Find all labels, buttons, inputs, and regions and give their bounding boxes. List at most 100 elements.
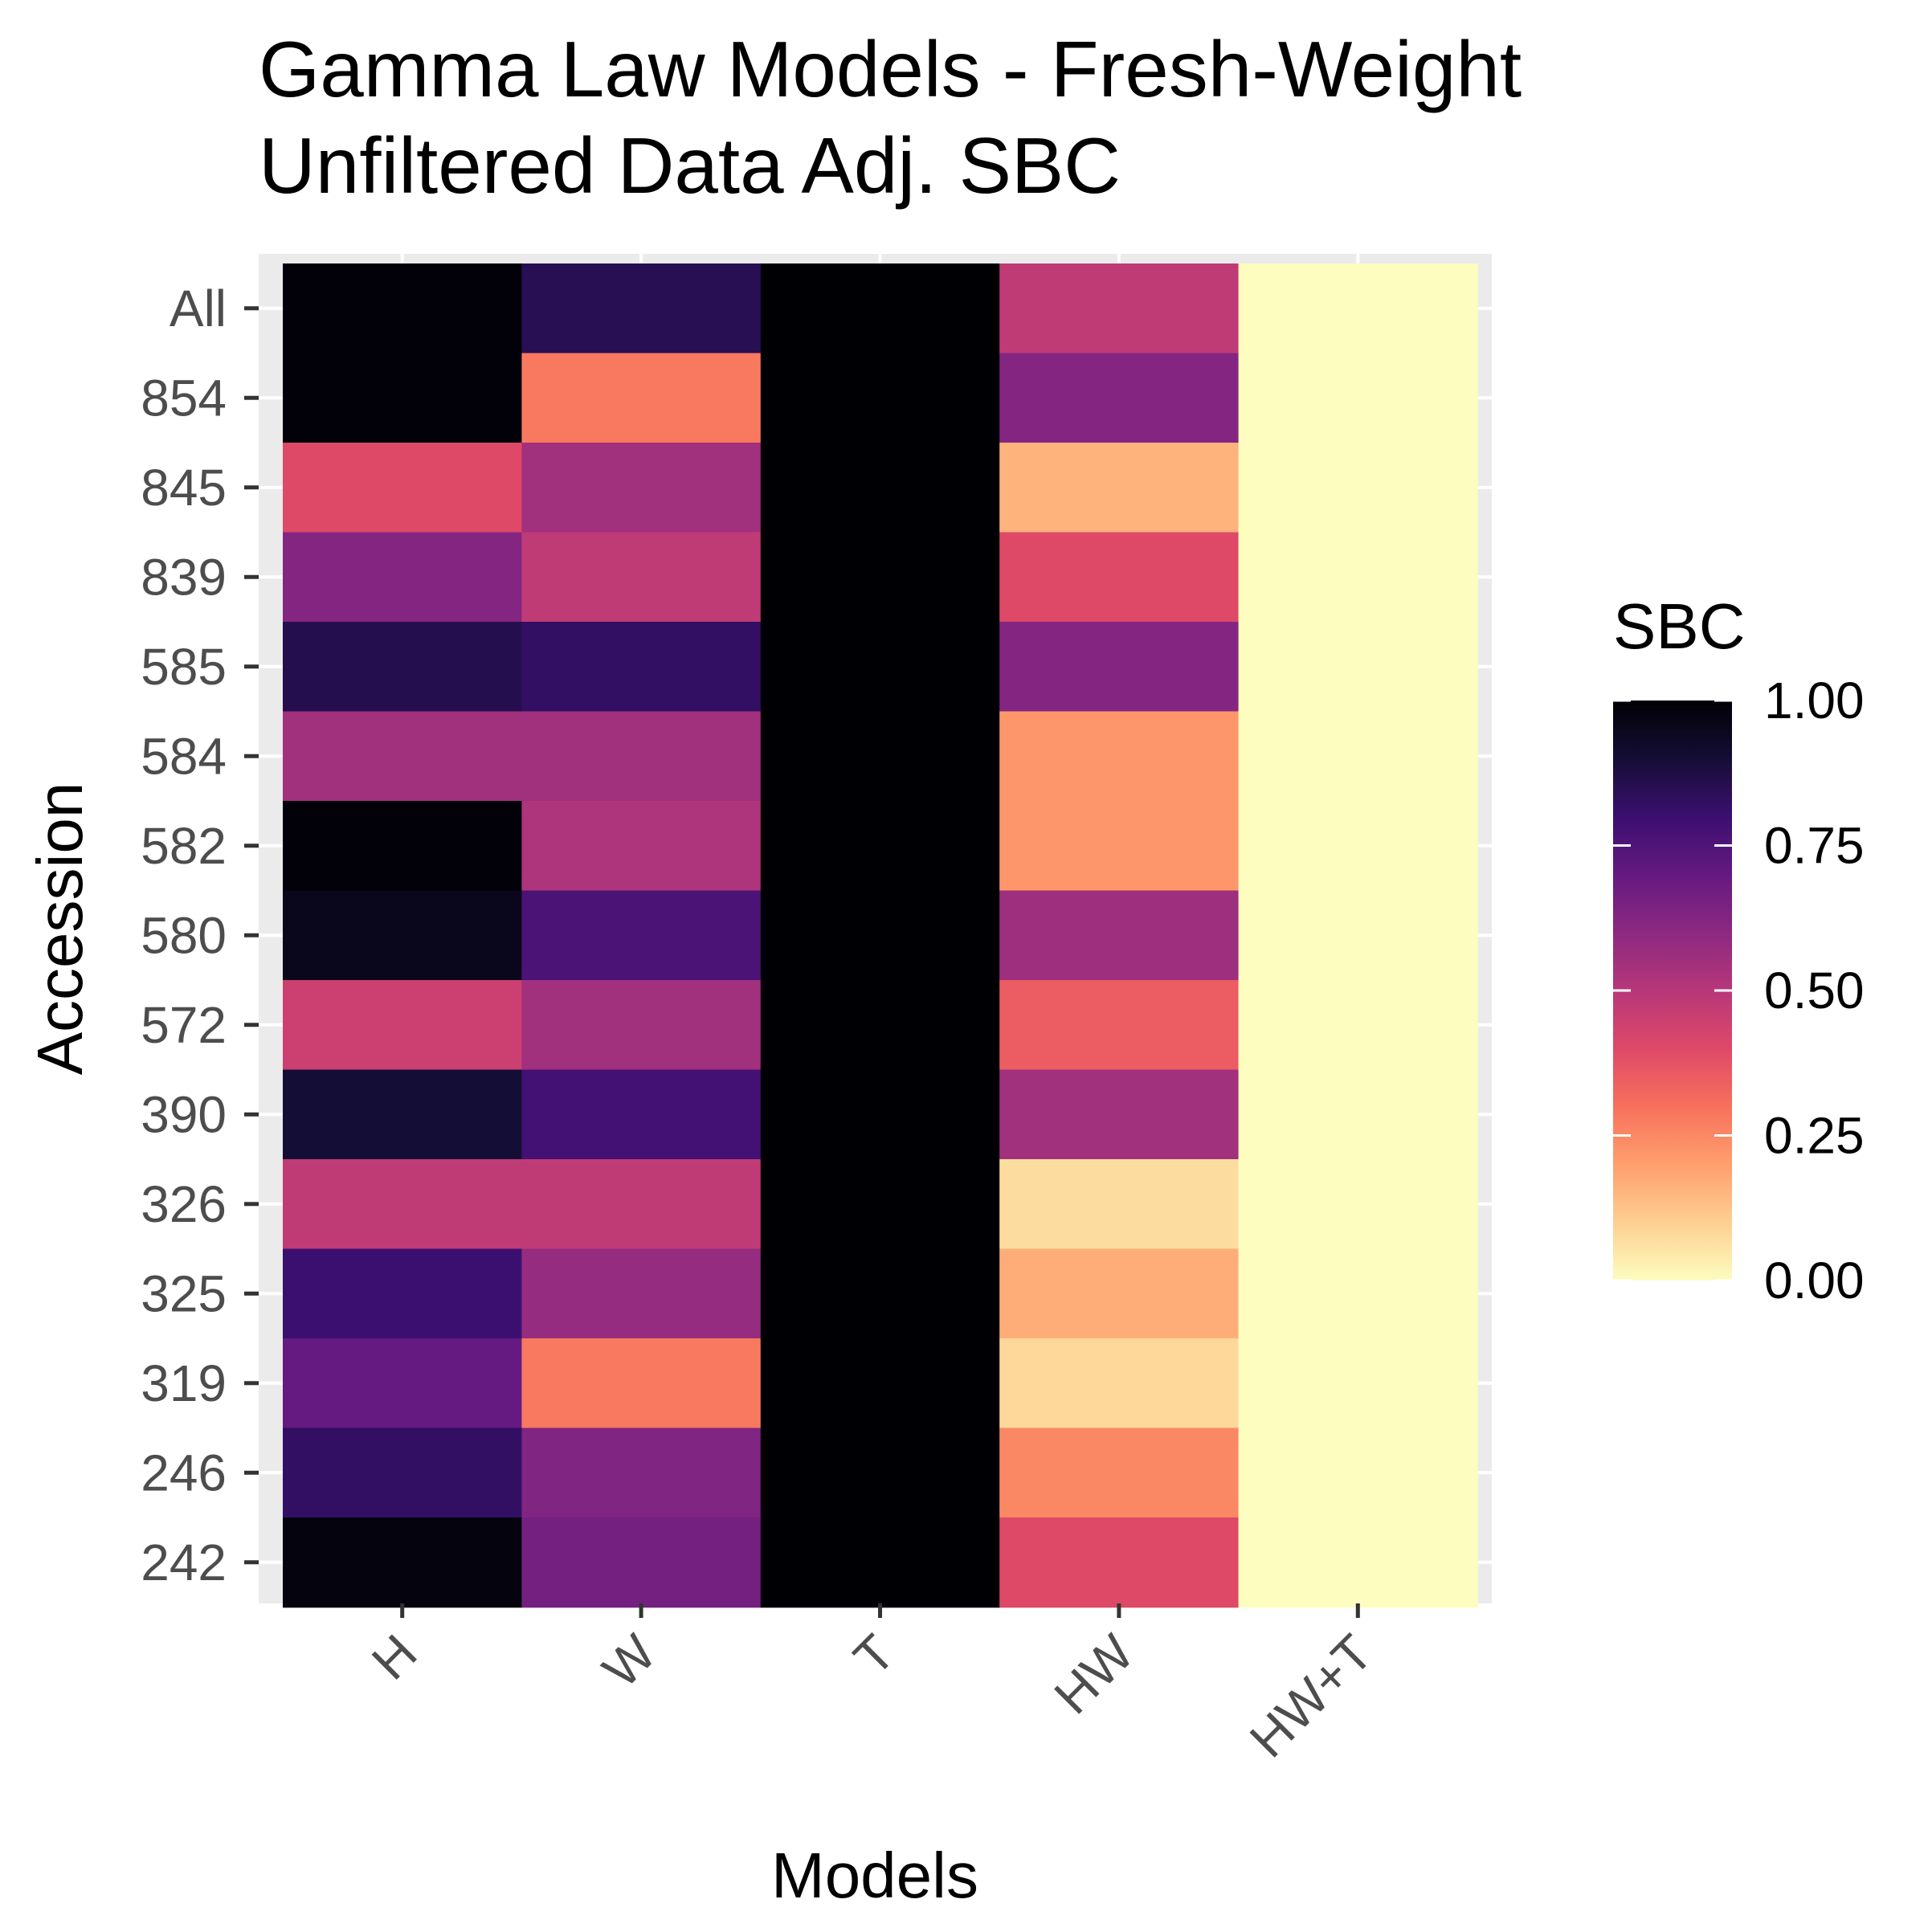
heatmap-cell: [1238, 801, 1478, 892]
legend-tick-label: 1.00: [1764, 672, 1865, 729]
legend-tick-label: 0.00: [1764, 1252, 1865, 1309]
heatmap-cell: [283, 1069, 523, 1160]
heatmap-cell: [521, 532, 762, 623]
heatmap-cell: [283, 353, 523, 443]
y-tick-label: 319: [141, 1354, 227, 1412]
heatmap-cell: [283, 980, 523, 1071]
heatmap-cell: [999, 532, 1240, 623]
heatmap-cell: [760, 890, 1000, 981]
heatmap-cell: [283, 263, 523, 354]
y-tick-label: 325: [141, 1264, 227, 1322]
heatmap-cell: [283, 622, 523, 713]
heatmap-cell: [999, 1248, 1240, 1339]
heatmap-cell: [521, 890, 762, 981]
heatmap-cell: [1238, 1428, 1478, 1518]
heatmap-cell: [521, 1428, 762, 1518]
heatmap-cell: [521, 1338, 762, 1429]
heatmap-cell: [1238, 1069, 1478, 1160]
heatmap-cell: [521, 443, 762, 533]
heatmap-cell: [283, 801, 523, 892]
x-axis-title: Models: [771, 1840, 978, 1911]
chart-subtitle: Unfiltered Data Adj. SBC: [259, 121, 1121, 210]
y-tick-label: 572: [141, 996, 227, 1054]
y-tick-label: 839: [141, 548, 227, 606]
heatmap-cell: [760, 711, 1000, 802]
heatmap-cell: [760, 1428, 1000, 1518]
heatmap-cell: [760, 1517, 1000, 1608]
heatmap-cell: [760, 1248, 1000, 1339]
heatmap-cell: [760, 443, 1000, 533]
y-tick-label: 582: [141, 817, 227, 875]
x-axis: H W T HW HW+T: [361, 1603, 1383, 1768]
chart-title: Gamma Law Models - Fresh-Weight: [259, 25, 1522, 113]
heatmap-cell: [521, 353, 762, 443]
heatmap-cell: [283, 711, 523, 802]
y-tick-label: 242: [141, 1534, 227, 1591]
heatmap-cell: [1238, 1517, 1478, 1608]
legend-tick-label: 0.25: [1764, 1107, 1865, 1165]
legend-tick-label: 0.50: [1764, 962, 1865, 1019]
heatmap-cell: [521, 1159, 762, 1250]
heatmap-cell: [1238, 890, 1478, 981]
x-tick-label: H: [361, 1624, 428, 1691]
heatmap-cell: [760, 532, 1000, 623]
heatmap-cell: [999, 443, 1240, 533]
heatmap-cell: [1238, 1338, 1478, 1429]
heatmap-cell: [999, 353, 1240, 443]
heatmap-cells: [283, 263, 1478, 1608]
heatmap-cell: [760, 980, 1000, 1071]
heatmap-cell: [1238, 1159, 1478, 1250]
legend-colorbar: [1613, 701, 1732, 1281]
heatmap-cell: [1238, 353, 1478, 443]
heatmap-cell: [521, 711, 762, 802]
heatmap-cell: [760, 1159, 1000, 1250]
heatmap-cell: [283, 1338, 523, 1429]
heatmap-cell: [1238, 263, 1478, 354]
heatmap-cell: [999, 711, 1240, 802]
heatmap-cell: [999, 1338, 1240, 1429]
heatmap-cell: [283, 443, 523, 533]
heatmap-cell: [521, 622, 762, 713]
heatmap-cell: [283, 532, 523, 623]
heatmap-cell: [999, 622, 1240, 713]
heatmap-cell: [521, 1069, 762, 1160]
heatmap-cell: [521, 1248, 762, 1339]
heatmap-cell: [1238, 622, 1478, 713]
y-axis-title: Accession: [24, 782, 96, 1076]
x-tick-label: W: [591, 1624, 667, 1699]
y-tick-label: 326: [141, 1175, 227, 1233]
heatmap-cell: [999, 263, 1240, 354]
heatmap-cell: [521, 1517, 762, 1608]
heatmap-cell: [999, 1517, 1240, 1608]
y-tick-label: 585: [141, 638, 227, 696]
heatmap-cell: [1238, 1248, 1478, 1339]
heatmap-cell: [283, 890, 523, 981]
heatmap-cell: [1238, 711, 1478, 802]
heatmap-cell: [1238, 980, 1478, 1071]
heatmap-cell: [521, 980, 762, 1071]
x-tick-label: HW: [1043, 1624, 1145, 1726]
heatmap-cell: [999, 1428, 1240, 1518]
color-legend: SBC 1.00 0.75 0.50 0.25 0.00: [1613, 590, 1865, 1309]
x-tick-label: HW+T: [1239, 1624, 1383, 1768]
heatmap-cell: [760, 622, 1000, 713]
heatmap-cell: [1238, 532, 1478, 623]
heatmap-cell: [521, 801, 762, 892]
heatmap-cell: [999, 1069, 1240, 1160]
legend-tick-label: 0.75: [1764, 817, 1865, 875]
y-tick-label: 584: [141, 727, 227, 785]
legend-ticks: 1.00 0.75 0.50 0.25 0.00: [1613, 672, 1865, 1309]
heatmap-cell: [760, 1069, 1000, 1160]
y-tick-label: 580: [141, 906, 227, 964]
heatmap-cell: [760, 353, 1000, 443]
heatmap-cell: [283, 1159, 523, 1250]
y-tick-label: 390: [141, 1085, 227, 1143]
heatmap-cell: [283, 1248, 523, 1339]
heatmap-cell: [999, 890, 1240, 981]
y-tick-label: 246: [141, 1444, 227, 1501]
heatmap-cell: [283, 1517, 523, 1608]
y-tick-label: All: [170, 280, 227, 337]
y-tick-label: 854: [141, 369, 227, 427]
